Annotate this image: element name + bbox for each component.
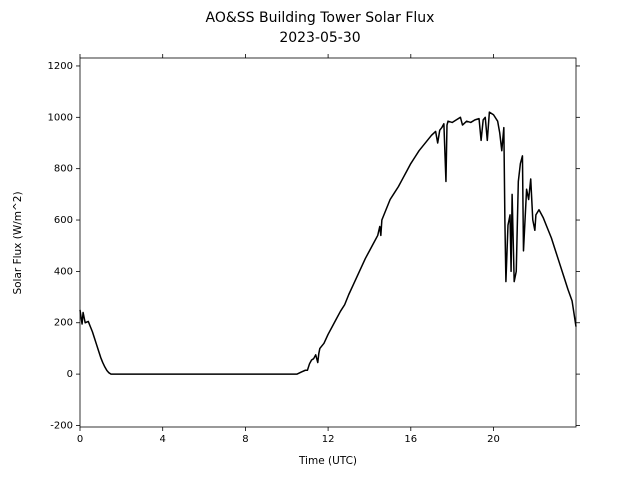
chart-title: AO&SS Building Tower Solar Flux — [206, 10, 435, 26]
x-tick-label: 12 — [322, 434, 335, 445]
x-tick-label: 20 — [487, 434, 500, 445]
y-tick-label: 1000 — [48, 112, 73, 123]
y-tick-label: 600 — [54, 215, 73, 226]
y-tick-label: 1200 — [48, 61, 73, 72]
y-tick-label: 800 — [54, 164, 73, 175]
y-tick-label: 400 — [54, 266, 73, 277]
x-tick-label: 16 — [404, 434, 417, 445]
chart-subtitle: 2023-05-30 — [279, 30, 360, 46]
x-axis-label: Time (UTC) — [298, 455, 357, 467]
x-tick-label: 8 — [242, 434, 248, 445]
y-tick-label: -200 — [50, 420, 73, 431]
y-tick-label: 0 — [67, 369, 73, 380]
x-tick-label: 0 — [77, 434, 83, 445]
x-tick-label: 4 — [160, 434, 166, 445]
plot-frame — [79, 57, 577, 428]
data-line — [79, 111, 577, 375]
y-tick-label: 200 — [54, 318, 73, 329]
y-axis-label: Solar Flux (W/m^2) — [12, 191, 24, 294]
